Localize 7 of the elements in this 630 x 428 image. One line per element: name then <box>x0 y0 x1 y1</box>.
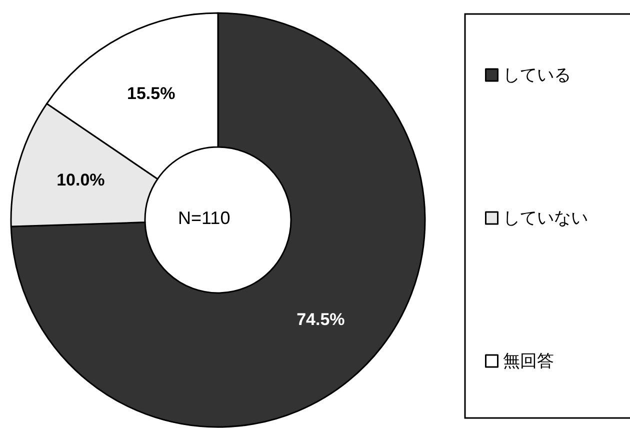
data-label: 74.5% <box>296 310 345 330</box>
legend-label: していない <box>502 208 588 228</box>
data-label: 10.0% <box>56 170 105 190</box>
legend-label: 無回答 <box>502 352 554 370</box>
data-label: 15.5% <box>126 84 176 104</box>
legend-label: している <box>502 66 571 84</box>
text: N=110 <box>178 208 230 228</box>
